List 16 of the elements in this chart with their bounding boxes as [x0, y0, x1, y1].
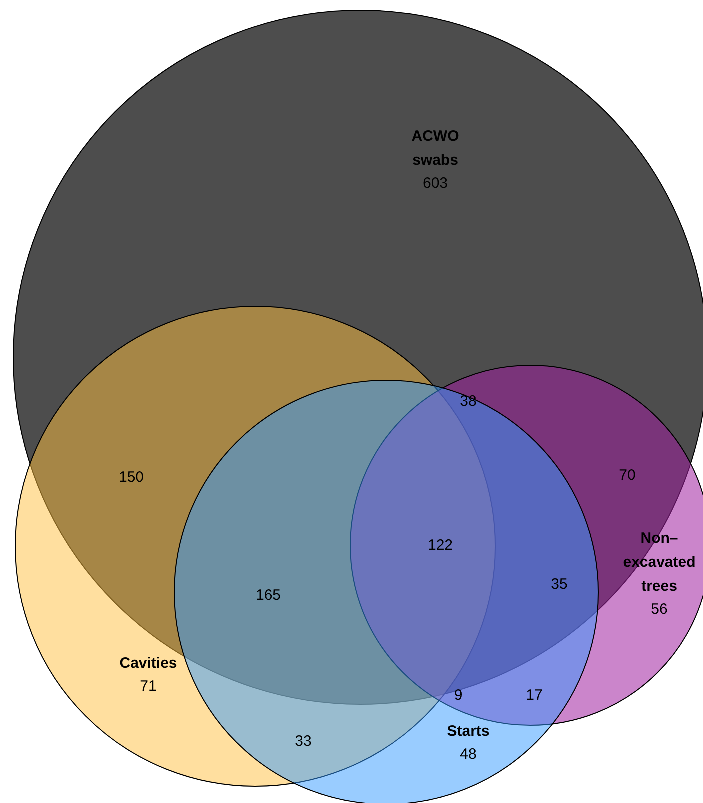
text: 70: [619, 467, 636, 484]
data-label: 603: [422, 175, 448, 192]
text: 33: [295, 733, 312, 750]
text: 35: [551, 576, 568, 593]
category-label: ACWO swabs: [412, 128, 460, 169]
data-label: 48: [460, 746, 477, 763]
category-label: Starts: [447, 723, 490, 740]
text: 165: [256, 587, 282, 604]
data-label: 56: [651, 601, 668, 618]
text: 122: [428, 537, 454, 554]
data-label: 71: [140, 678, 157, 695]
text: 17: [526, 687, 543, 704]
text: 9: [454, 687, 463, 704]
text: 150: [118, 469, 144, 486]
category-label: Cavities: [120, 655, 178, 672]
text: 38: [460, 393, 477, 410]
